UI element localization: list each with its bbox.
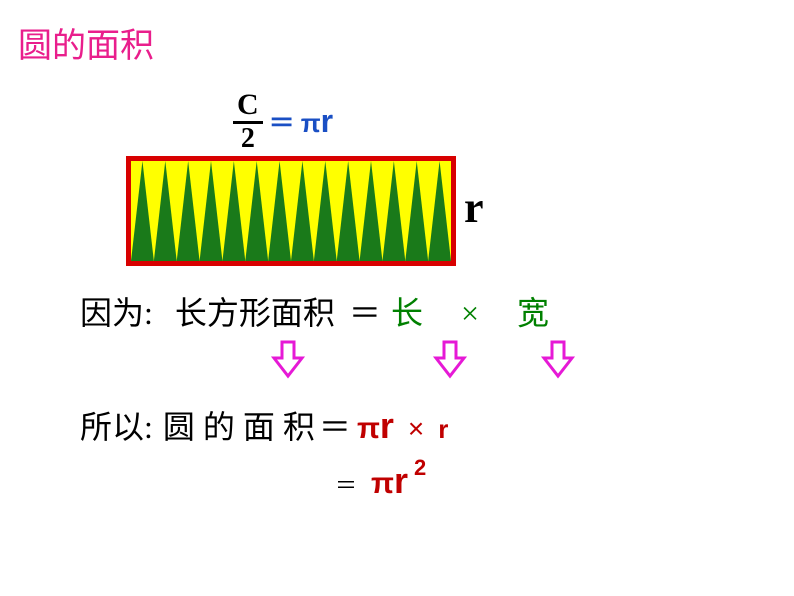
equals-sign: ＝ (319, 402, 351, 448)
times-sign: × (461, 295, 479, 332)
pi-r-squared-line: ＝ πr2 (335, 460, 426, 502)
fraction-denominator: 2 (241, 124, 255, 153)
r-symbol: r (321, 103, 333, 139)
circle-rectangle-diagram (126, 156, 456, 271)
down-arrows (264, 340, 584, 380)
page-title: 圆的面积 (18, 18, 154, 67)
radius-label: r (464, 182, 484, 233)
therefore-label: 所以: (80, 402, 153, 448)
pi-symbol: π (371, 467, 394, 500)
circle-area-text: 圆 的 面 积 (163, 402, 315, 448)
length-text: 长 (391, 288, 423, 334)
times-sign: × (408, 413, 424, 445)
pi-symbol: π (301, 108, 321, 138)
equals-sign: ＝ (269, 103, 295, 140)
pi-r-label: πr (301, 103, 333, 140)
r-symbol: r (380, 405, 394, 446)
pi-r-squared: πr2 (371, 460, 426, 502)
fraction-c-over-2: C 2 (233, 90, 263, 153)
exponent-2: 2 (414, 455, 426, 480)
down-arrows-row (264, 340, 584, 385)
pi-symbol: π (357, 412, 380, 445)
circle-area-line: 所以: 圆 的 面 积 ＝ πr × r (80, 402, 448, 448)
equals-sign: ＝ (335, 468, 357, 500)
pi-r-red: πr (357, 405, 394, 447)
rectangle-area-line: 因为: 长方形面积 ＝ 长 × 宽 (80, 288, 549, 334)
r-small: r (438, 414, 448, 445)
half-circumference-formula: C 2 ＝ πr (233, 90, 333, 153)
rect-area-text: 长方形面积 (175, 288, 335, 334)
because-label: 因为: (80, 288, 153, 334)
equals-sign: ＝ (349, 288, 381, 334)
fraction-numerator: C (233, 90, 263, 124)
r-symbol: r (394, 460, 408, 501)
triangles-diagram (126, 156, 456, 266)
width-text: 宽 (517, 288, 549, 334)
